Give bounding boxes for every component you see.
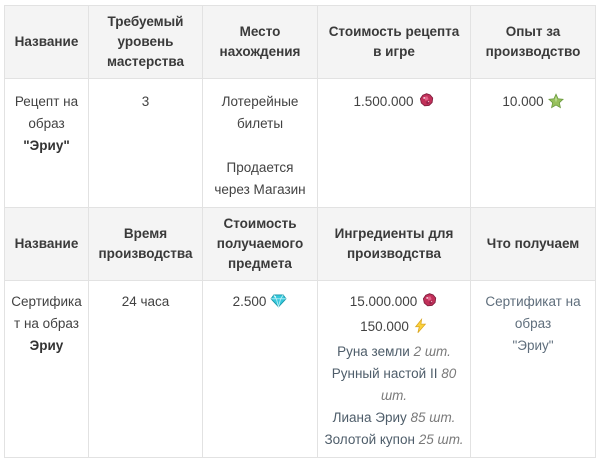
production-time-cell: 24 часа (88, 280, 203, 458)
experience-cell: 10.000 (470, 78, 596, 208)
ingredient-link[interactable]: Золотой купон (324, 432, 415, 447)
recipe-cost-value: 1.500.000 (353, 94, 414, 109)
ingredient-quantity: 85 шт. (410, 410, 456, 425)
header-mastery-level: Требуемый уровень мастерства (88, 5, 203, 79)
ingredient-quantity: 2 шт. (413, 344, 451, 359)
header-experience: Опыт за производство (470, 5, 596, 79)
item-cost-value: 2.500 (232, 294, 267, 309)
mastery-level-cell: 3 (88, 78, 203, 208)
recipe-cost-cell: 1.500.000 (317, 78, 471, 208)
craft-name-text: Сертификат на образ (11, 294, 82, 331)
recipe-name-text: Рецепт на образ (14, 94, 79, 131)
craft-name-cell: Сертификат на образ Эриу (4, 280, 89, 458)
craft-header-row: Название Время производства Стоимость по… (4, 207, 596, 281)
green-star-icon (547, 93, 564, 116)
header-item-cost: Стоимость получаемого предмета (202, 207, 318, 281)
item-cost-cell: 2.500 (202, 280, 318, 458)
ingredient-link[interactable]: Рунный настой II (331, 366, 438, 381)
ingredient-line: Золотой купон 25 шт. (324, 429, 464, 451)
location-source: Лотерейные билеты (221, 94, 299, 131)
recipe-name-bold: "Эриу" (23, 138, 70, 153)
result-item-link[interactable]: Сертификат на образ "Эриу" (477, 291, 589, 357)
header-name-2: Название (4, 207, 89, 281)
ingredient-energy-line: 150.000 (324, 316, 464, 341)
lightning-bolt-icon (413, 317, 428, 341)
ingredient-link[interactable]: Лиана Эриу (332, 410, 407, 425)
result-cell: Сертификат на образ "Эриу" (470, 280, 596, 458)
header-production-time: Время производства (88, 207, 203, 281)
result-item-line1: Сертификат на образ (485, 294, 581, 331)
ingredient-quantity: 80 шт. (380, 366, 457, 403)
header-ingredients: Ингредиенты для производства (317, 207, 471, 281)
ingredient-line: Лиана Эриу 85 шт. (324, 407, 464, 429)
ruby-gem-icon (418, 92, 435, 116)
ingredient-adena-value: 15.000.000 (349, 294, 418, 309)
blue-diamond-icon (270, 292, 287, 316)
crafting-info-table: Название Требуемый уровень мастерства Ме… (4, 5, 596, 458)
ingredient-link[interactable]: Руна земли (337, 344, 410, 359)
location-note: Продается через Магазин (214, 160, 306, 197)
ingredient-energy-value: 150.000 (360, 319, 409, 334)
ingredients-cell: 15.000.000 150.000 Руна земли 2 шт. Рунн… (317, 280, 471, 458)
header-location: Место нахождения (202, 5, 318, 79)
result-item-line2: "Эриу" (512, 338, 554, 353)
header-recipe-cost: Стоимость рецепта в игре (317, 5, 471, 79)
header-name: Название (4, 5, 89, 79)
craft-name-bold: Эриу (29, 338, 64, 353)
craft-row: Сертификат на образ Эриу 24 часа 2.500 1… (4, 280, 596, 458)
ruby-gem-icon (421, 292, 438, 316)
experience-value: 10.000 (502, 94, 544, 109)
location-cell: Лотерейные билеты Продается через Магази… (202, 78, 318, 208)
ingredient-line: Рунный настой II 80 шт. (324, 363, 464, 407)
recipe-name-cell: Рецепт на образ "Эриу" (4, 78, 89, 208)
ingredient-line: Руна земли 2 шт. (324, 341, 464, 363)
ingredient-currency-line: 15.000.000 (324, 291, 464, 316)
ingredient-quantity: 25 шт. (418, 432, 464, 447)
recipe-header-row: Название Требуемый уровень мастерства Ме… (4, 5, 596, 79)
header-result: Что получаем (470, 207, 596, 281)
recipe-row: Рецепт на образ "Эриу" 3 Лотерейные биле… (4, 78, 596, 208)
